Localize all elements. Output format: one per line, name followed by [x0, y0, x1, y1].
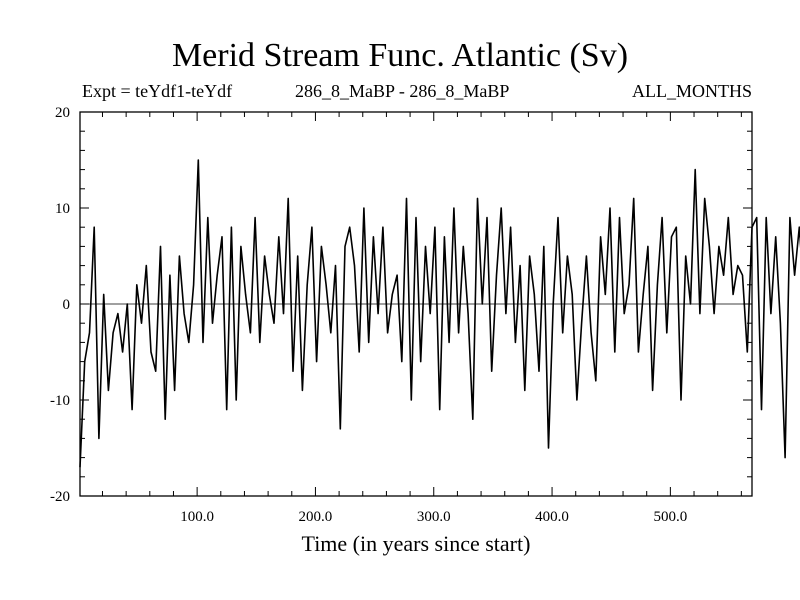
x-tick-label: 500.0 — [653, 509, 687, 525]
y-tick-label: 0 — [63, 297, 71, 313]
x-tick-label: 100.0 — [180, 509, 214, 525]
period-label: 286_8_MaBP - 286_8_MaBP — [295, 81, 510, 101]
tick-label-layer: 100.0 200.0 300.0 400.0 500.0 -20 -10 0 10 20 — [50, 105, 687, 525]
x-tick-label: 200.0 — [299, 509, 333, 525]
months-label: ALL_MONTHS — [632, 81, 752, 101]
y-tick-label: -20 — [50, 489, 70, 505]
series-layer — [79, 159, 800, 468]
y-tick-label: 20 — [55, 105, 70, 121]
series-line-0 — [79, 159, 800, 468]
y-tick-label: -10 — [50, 393, 70, 409]
experiment-label: Expt = teYdf1-teYdf — [82, 81, 233, 101]
tick-layer — [80, 111, 752, 497]
x-tick-label: 400.0 — [535, 509, 569, 525]
x-tick-label: 300.0 — [417, 509, 451, 525]
y-tick-label: 10 — [55, 201, 70, 217]
chart-title: Merid Stream Func. Atlantic (Sv) — [171, 37, 629, 74]
x-axis-label: Time (in years since start) — [301, 531, 531, 556]
